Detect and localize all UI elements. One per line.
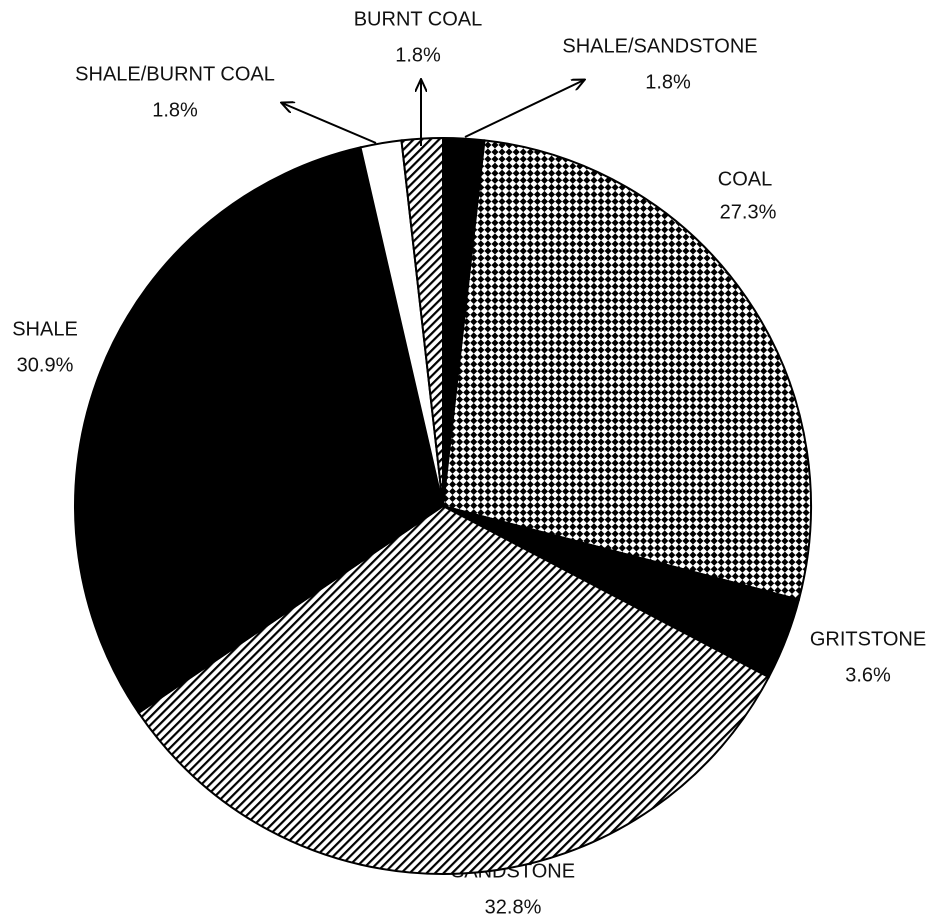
slice-value: 1.8% [395,44,441,66]
slice-label: SHALE [12,318,78,340]
slice-value: 32.8% [485,896,542,918]
arrow [464,80,584,138]
arrows [282,80,584,146]
pie [74,136,813,875]
slice-label: GRITSTONE [810,628,926,650]
pie-slice [441,139,813,601]
pie-slice [74,146,445,715]
slice-label: COAL [718,168,772,190]
slice-value: 30.9% [17,354,74,376]
pie-slice [400,136,444,507]
slice-value: 27.3% [720,201,777,223]
slice-value: 1.8% [152,99,198,121]
labels: SHALE/SANDSTONE 1.8% COAL 27.3% GRITSTONE 3.6… [12,8,926,918]
slice-label: SHALE/SANDSTONE [562,35,757,57]
slice-value: 1.8% [645,71,691,93]
slice-label: BURNT COAL [354,8,483,30]
slice-label: SHALE/BURNT COAL [75,63,275,85]
pie-slice [137,504,771,875]
arrow [282,103,377,144]
slice-value: 3.6% [845,664,891,686]
